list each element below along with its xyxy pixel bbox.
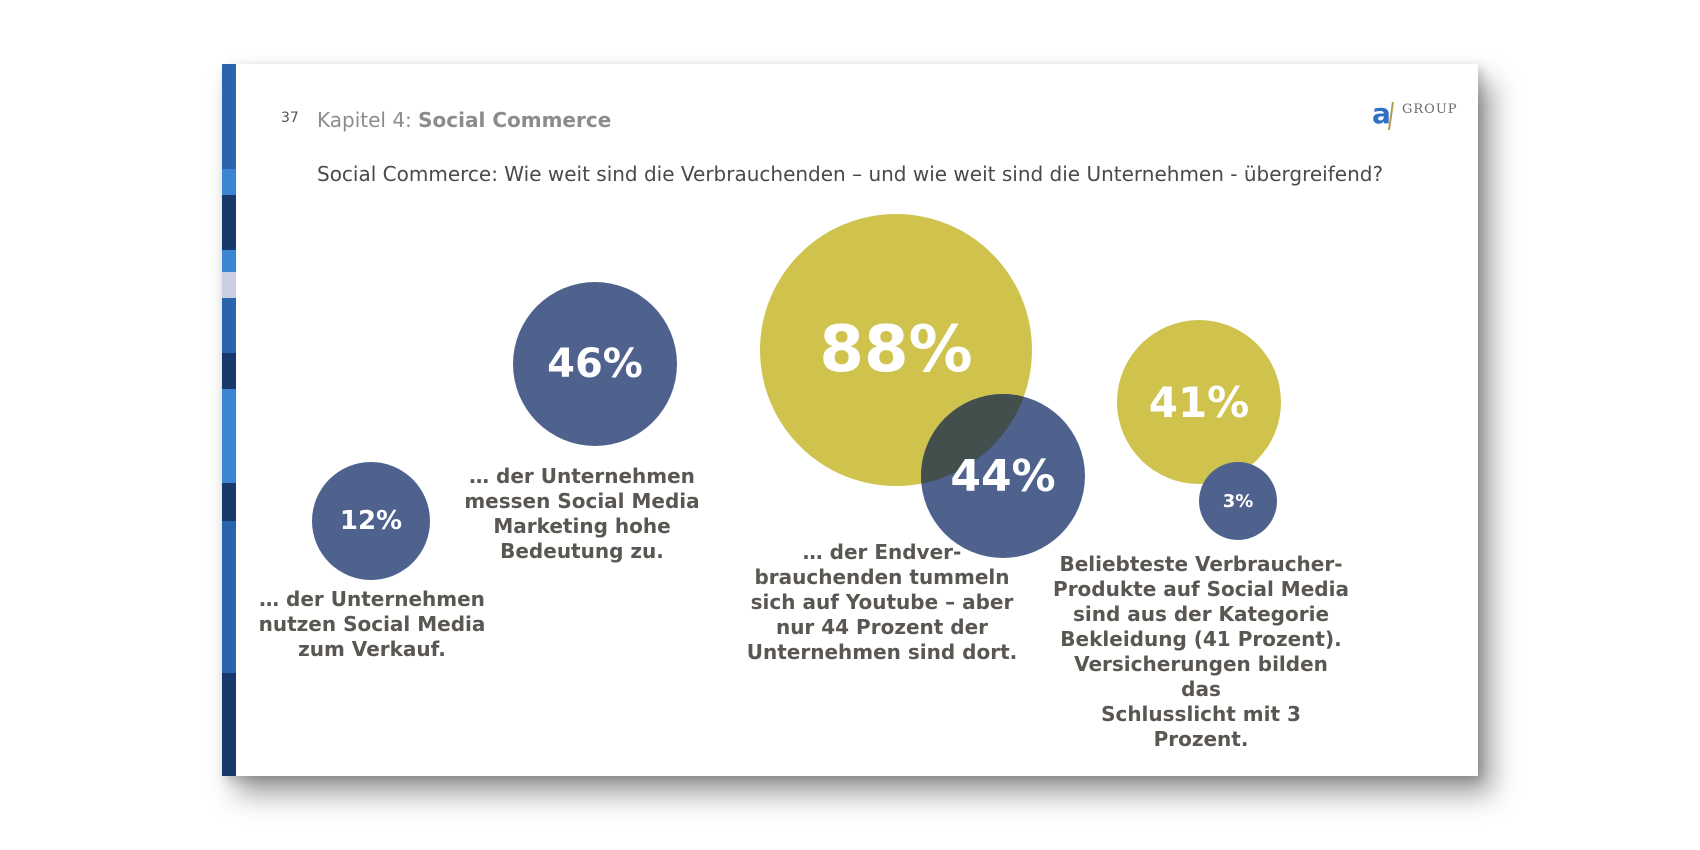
bubble-41: 41%: [1117, 320, 1281, 484]
logo-letter: a: [1372, 97, 1391, 130]
caption-line: … der Endver-: [802, 540, 962, 564]
caption-line: Bedeutung zu.: [500, 539, 664, 563]
caption-line: messen Social Media: [464, 489, 700, 513]
bubble-value: 41%: [1148, 377, 1250, 427]
decorative-side-stripe: [222, 64, 236, 776]
caption-line: Unternehmen sind dort.: [746, 640, 1018, 664]
caption-line: Bekleidung (41 Prozent).: [1060, 627, 1342, 651]
caption-line: … der Unternehmen: [259, 587, 485, 611]
bubble-value: 44%: [950, 450, 1056, 502]
caption-line: Versicherungen bilden das: [1074, 652, 1328, 701]
bubble-12: 12%: [312, 462, 430, 580]
caption-line: Produkte auf Social Media: [1053, 577, 1349, 601]
caption-line: zum Verkauf.: [298, 637, 446, 661]
slide-question: Social Commerce: Wie weit sind die Verbr…: [317, 162, 1384, 186]
caption-44: … der Endver- brauchenden tummeln sich a…: [742, 540, 1022, 665]
overlap-shape: [921, 394, 1025, 484]
caption-46: … der Unternehmen messen Social Media Ma…: [462, 464, 702, 564]
caption-line: Beliebteste Verbraucher-: [1059, 552, 1343, 576]
chapter-heading: Kapitel 4: Social Commerce: [317, 108, 611, 132]
caption-41-3: Beliebteste Verbraucher- Produkte auf So…: [1052, 552, 1350, 752]
caption-line: … der Unternehmen: [469, 464, 695, 488]
caption-line: sich auf Youtube – aber: [750, 590, 1014, 614]
caption-12: … der Unternehmen nutzen Social Media zu…: [252, 587, 492, 662]
company-logo: a GROUP: [1372, 98, 1472, 138]
caption-line: nur 44 Prozent der: [775, 615, 989, 639]
chapter-title: Social Commerce: [418, 108, 612, 132]
caption-line: Schlusslicht mit 3 Prozent.: [1101, 702, 1301, 751]
bubble-value: 12%: [339, 506, 403, 536]
bubble-value: 88%: [819, 313, 973, 387]
slide: 37 Kapitel 4: Social Commerce a GROUP So…: [222, 64, 1478, 776]
bubble-3: 3%: [1199, 462, 1277, 540]
caption-line: Marketing hohe: [493, 514, 671, 538]
caption-line: nutzen Social Media: [258, 612, 486, 636]
bubble-value: 3%: [1222, 490, 1254, 512]
chapter-prefix: Kapitel 4:: [317, 108, 419, 132]
logo-word: GROUP: [1402, 102, 1458, 117]
caption-line: sind aus der Kategorie: [1072, 602, 1330, 626]
bubble-46: 46%: [513, 282, 677, 446]
bubble-value: 46%: [547, 341, 643, 387]
bubble-44: 44%: [921, 394, 1085, 558]
page-number: 37: [281, 110, 299, 126]
caption-line: brauchenden tummeln: [754, 565, 1010, 589]
